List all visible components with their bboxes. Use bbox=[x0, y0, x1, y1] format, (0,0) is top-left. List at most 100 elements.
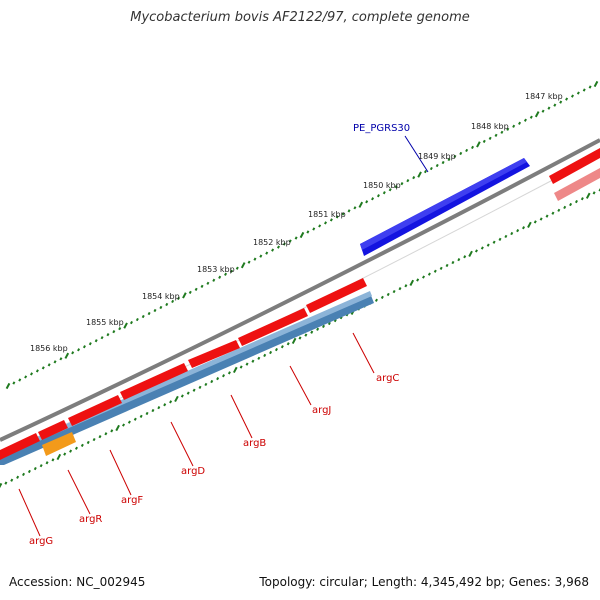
gene-label-argr[interactable]: argR bbox=[79, 514, 102, 525]
inner-tick bbox=[474, 249, 478, 253]
inner-tick bbox=[468, 250, 473, 257]
inner-tick bbox=[598, 188, 600, 192]
forward-gene-5[interactable] bbox=[188, 340, 240, 368]
outer-tick bbox=[206, 281, 210, 285]
gene-label-argg[interactable]: argG bbox=[29, 536, 53, 547]
outer-tick bbox=[159, 305, 163, 310]
inner-tick bbox=[216, 377, 220, 381]
outer-tick bbox=[529, 115, 533, 119]
outer-tick bbox=[259, 254, 263, 258]
outer-tick bbox=[382, 191, 386, 195]
inner-tick bbox=[551, 211, 555, 215]
outer-tick bbox=[465, 148, 469, 153]
inner-tick bbox=[398, 287, 402, 291]
outer-tick bbox=[588, 85, 592, 89]
forward-gene-1[interactable] bbox=[0, 433, 40, 460]
gene-pe-pgrs30[interactable] bbox=[360, 158, 530, 256]
outer-tick bbox=[94, 339, 98, 343]
outer-tick bbox=[153, 308, 157, 313]
gene-argR-highlight[interactable] bbox=[42, 432, 76, 456]
outer-tick bbox=[100, 336, 104, 340]
inner-tick bbox=[204, 382, 208, 387]
inner-tick bbox=[486, 243, 490, 247]
forward-gene-8[interactable] bbox=[549, 148, 600, 184]
outer-tick bbox=[324, 221, 328, 225]
forward-gene-3[interactable] bbox=[68, 395, 122, 426]
outer-tick bbox=[347, 209, 351, 213]
forward-gene-4[interactable] bbox=[120, 363, 188, 400]
outer-tick bbox=[288, 239, 292, 243]
inner-tick bbox=[539, 217, 543, 221]
inner-tick bbox=[245, 362, 249, 366]
inner-tick bbox=[92, 437, 96, 442]
inner-tick bbox=[404, 284, 408, 288]
inner-tick bbox=[133, 417, 137, 421]
outer-tick bbox=[106, 333, 110, 337]
outer-tick bbox=[559, 100, 563, 104]
gene-label-argj[interactable]: argJ bbox=[312, 405, 331, 416]
outer-tick bbox=[447, 157, 451, 162]
outer-tick bbox=[294, 236, 298, 240]
inner-tick bbox=[251, 359, 255, 363]
gene-label-connectors bbox=[18, 135, 429, 537]
outer-tick bbox=[88, 342, 92, 346]
outer-tick bbox=[570, 94, 574, 98]
outer-tick bbox=[576, 91, 580, 95]
outer-tick bbox=[471, 145, 475, 150]
inner-tick bbox=[0, 482, 3, 490]
outer-tick bbox=[565, 97, 569, 101]
scale-label: 1848 kbp bbox=[471, 122, 509, 131]
forward-gene-2[interactable] bbox=[38, 420, 68, 440]
gene-label-argb[interactable]: argB bbox=[243, 438, 266, 449]
outer-tick bbox=[400, 182, 404, 186]
forward-gene-7[interactable] bbox=[306, 278, 367, 313]
map-title: Mycobacterium bovis AF2122/97, complete … bbox=[130, 10, 470, 25]
outer-tick bbox=[218, 275, 222, 279]
outer-tick bbox=[494, 133, 498, 137]
inner-tick bbox=[115, 424, 120, 432]
inner-tick bbox=[291, 337, 297, 345]
gene-label-argc[interactable]: argC bbox=[376, 373, 399, 384]
gene-label-argf[interactable]: argF bbox=[121, 495, 143, 506]
connector-argd bbox=[170, 421, 194, 467]
outer-scale-ticks bbox=[5, 80, 599, 390]
outer-tick bbox=[135, 317, 139, 322]
inner-tick bbox=[569, 202, 573, 207]
outer-tick bbox=[118, 327, 122, 331]
inner-tick bbox=[533, 220, 537, 224]
inner-tick bbox=[322, 324, 326, 329]
outer-tick bbox=[112, 330, 116, 334]
scale-label: 1850 kbp bbox=[363, 181, 401, 190]
inner-tick bbox=[585, 192, 591, 199]
outer-tick bbox=[523, 118, 527, 122]
inner-tick bbox=[439, 266, 443, 270]
forward-gene-6[interactable] bbox=[238, 308, 308, 346]
outer-tick bbox=[412, 176, 416, 180]
inner-tick bbox=[127, 420, 131, 424]
gene-label-pe_pgrs30[interactable]: PE_PGRS30 bbox=[353, 123, 410, 134]
inner-tick bbox=[492, 240, 496, 244]
inner-tick bbox=[74, 446, 78, 450]
inner-tick bbox=[463, 255, 467, 259]
outer-tick bbox=[188, 290, 192, 294]
inner-tick bbox=[557, 208, 561, 212]
forward-gene-track bbox=[0, 148, 600, 460]
outer-tick bbox=[406, 179, 410, 183]
inner-tick bbox=[327, 321, 331, 326]
inner-tick bbox=[510, 231, 514, 236]
inner-tick bbox=[27, 469, 31, 474]
outer-tick bbox=[265, 251, 269, 255]
outer-tick bbox=[165, 302, 169, 307]
forward-gene-faded[interactable] bbox=[554, 168, 600, 201]
outer-tick bbox=[224, 272, 228, 276]
connector-argj bbox=[289, 365, 312, 406]
inner-tick bbox=[380, 295, 384, 299]
inner-tick bbox=[427, 272, 431, 276]
outer-tick bbox=[365, 200, 369, 204]
accession-info: Accession: NC_002945 bbox=[9, 575, 146, 589]
outer-tick bbox=[240, 262, 246, 269]
outer-tick bbox=[329, 218, 333, 222]
scale-label: 1852 kbp bbox=[253, 238, 291, 247]
gene-label-argd[interactable]: argD bbox=[181, 466, 205, 477]
